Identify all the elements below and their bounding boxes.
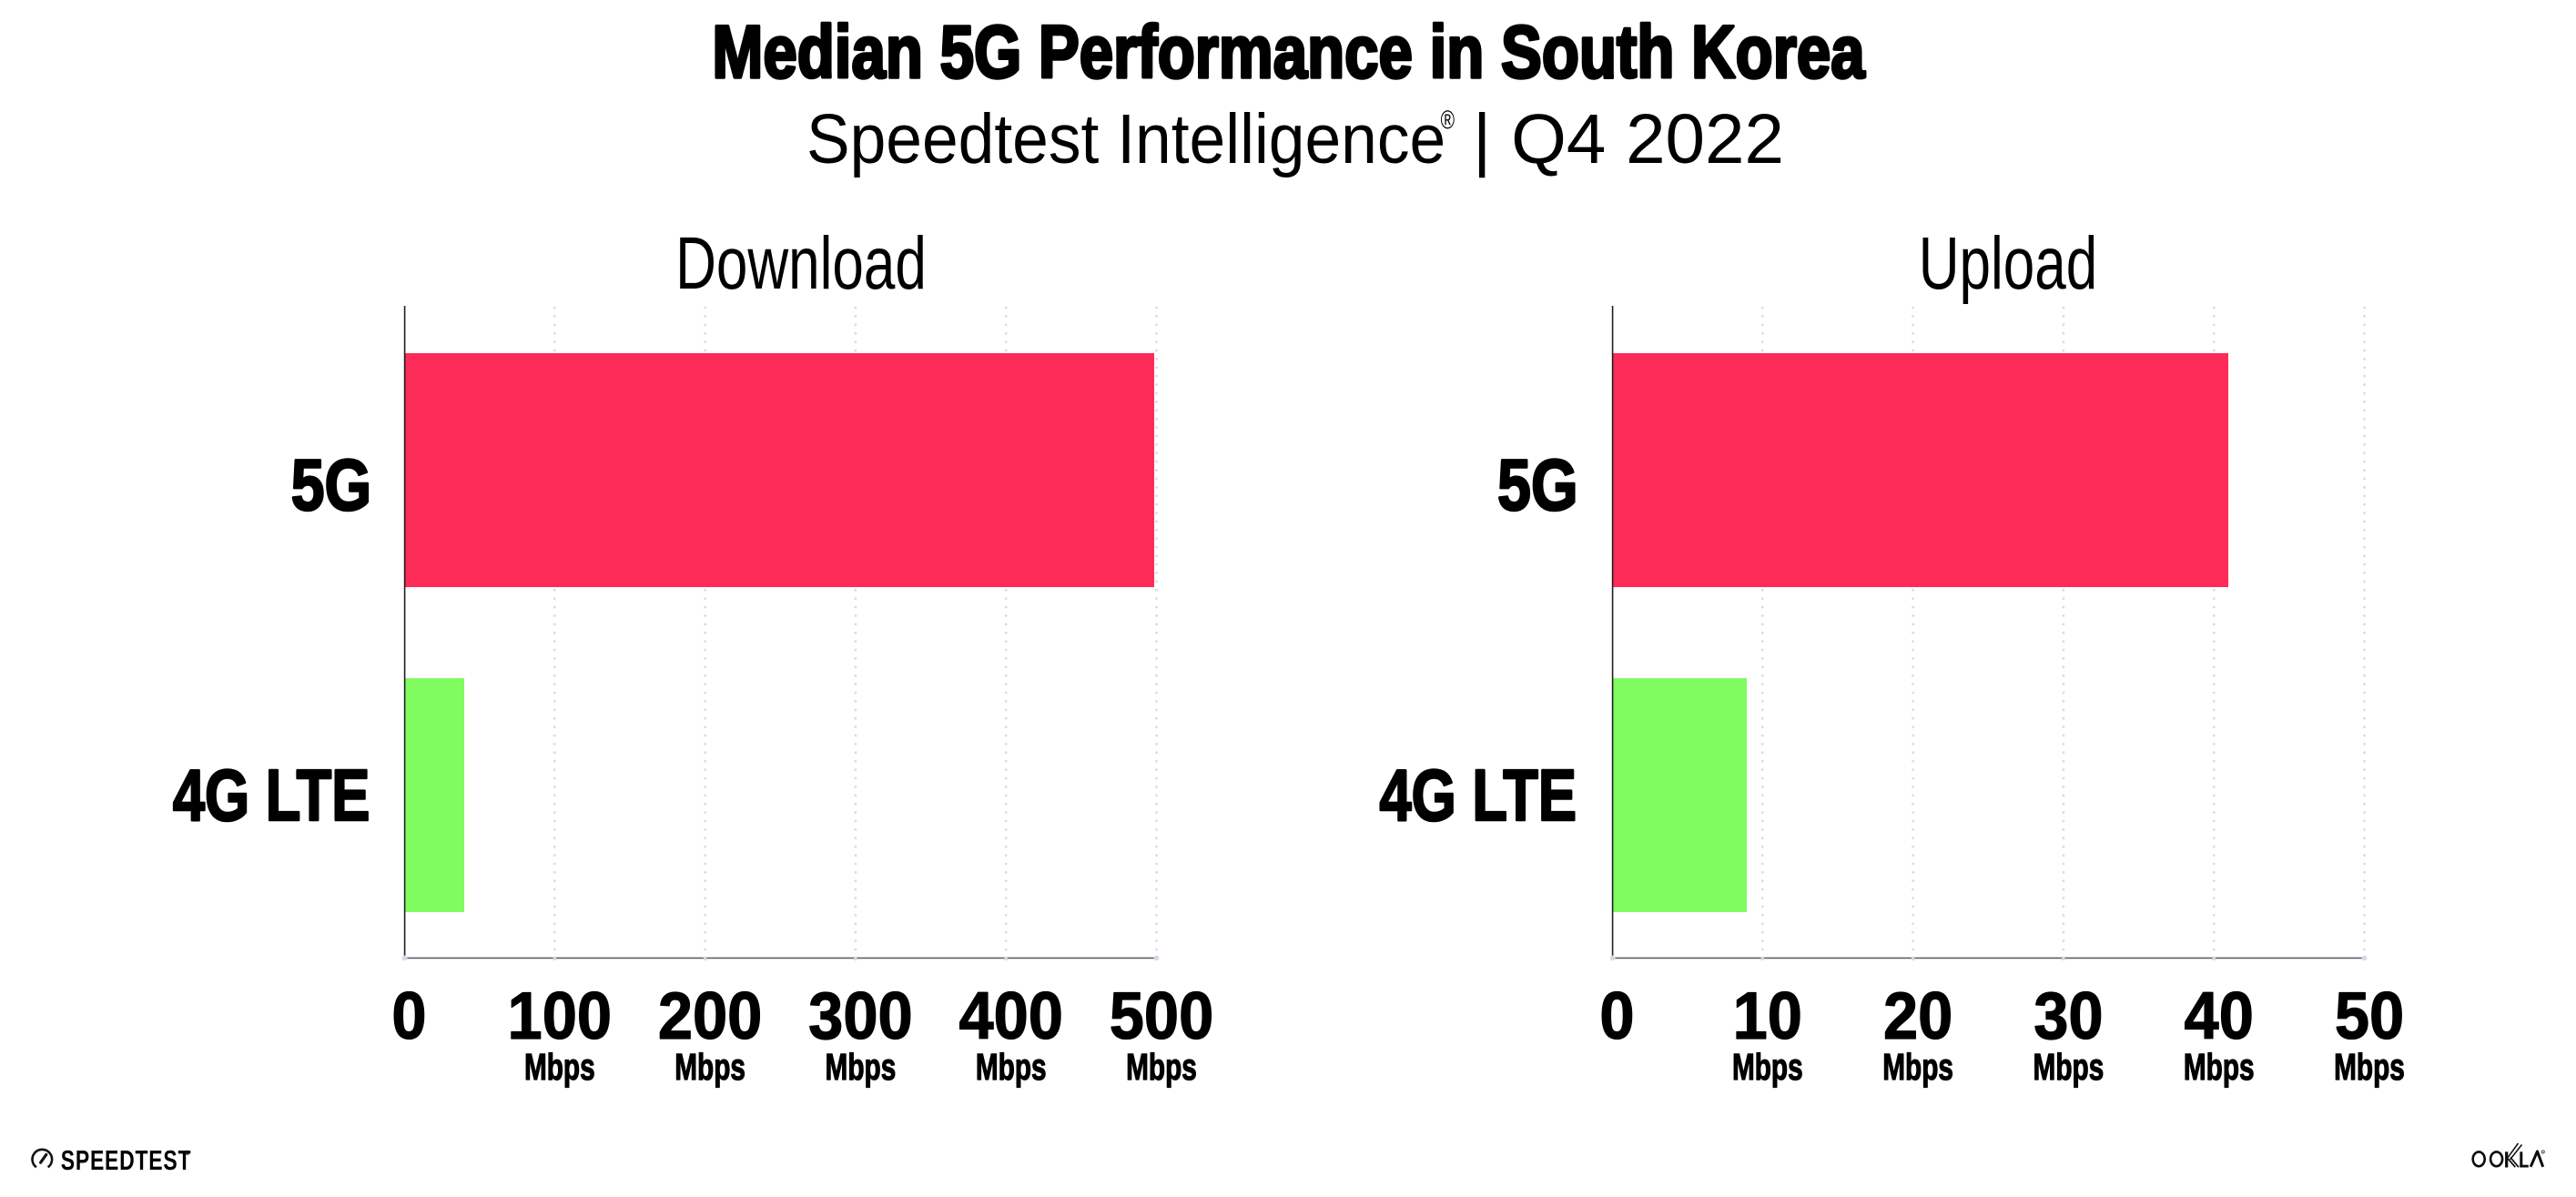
- svg-text:5G: 5G: [291, 443, 372, 525]
- svg-text:0: 0: [391, 979, 426, 1053]
- svg-text:5G: 5G: [1497, 443, 1578, 525]
- svg-text:Mbps: Mbps: [2033, 1047, 2104, 1089]
- svg-text:10: 10: [1733, 979, 1802, 1053]
- svg-text:| Q4 2022: | Q4 2022: [1473, 100, 1784, 178]
- svg-text:Download: Download: [675, 222, 927, 305]
- svg-text:300: 300: [808, 979, 912, 1053]
- svg-text:0: 0: [1599, 979, 1634, 1053]
- svg-text:SPEEDTEST: SPEEDTEST: [61, 1145, 191, 1176]
- svg-text:Mbps: Mbps: [826, 1047, 897, 1089]
- svg-text:Mbps: Mbps: [1882, 1047, 1953, 1089]
- svg-text:200: 200: [658, 979, 762, 1053]
- svg-text:50: 50: [2335, 979, 2404, 1053]
- svg-text:Mbps: Mbps: [1126, 1047, 1197, 1089]
- svg-text:®: ®: [1441, 106, 1455, 135]
- svg-text:Mbps: Mbps: [2184, 1047, 2255, 1089]
- svg-text:Median 5G Performance in South: Median 5G Performance in South Korea: [712, 9, 1866, 93]
- svg-text:4G LTE: 4G LTE: [173, 756, 370, 837]
- svg-text:400: 400: [958, 979, 1062, 1053]
- svg-text:Mbps: Mbps: [976, 1047, 1047, 1089]
- svg-text:40: 40: [2185, 979, 2254, 1053]
- svg-text:100: 100: [508, 979, 612, 1053]
- svg-text:Mbps: Mbps: [524, 1047, 595, 1089]
- svg-text:Speedtest Intelligence: Speedtest Intelligence: [806, 99, 1445, 178]
- svg-text:500: 500: [1110, 979, 1213, 1053]
- svg-text:Mbps: Mbps: [2334, 1047, 2405, 1089]
- svg-text:20: 20: [1883, 979, 1952, 1053]
- svg-text:4G LTE: 4G LTE: [1379, 756, 1577, 837]
- svg-text:Mbps: Mbps: [1732, 1047, 1803, 1089]
- svg-text:30: 30: [2033, 979, 2103, 1053]
- svg-text:Mbps: Mbps: [674, 1047, 745, 1089]
- svg-text:Upload: Upload: [1919, 222, 2098, 305]
